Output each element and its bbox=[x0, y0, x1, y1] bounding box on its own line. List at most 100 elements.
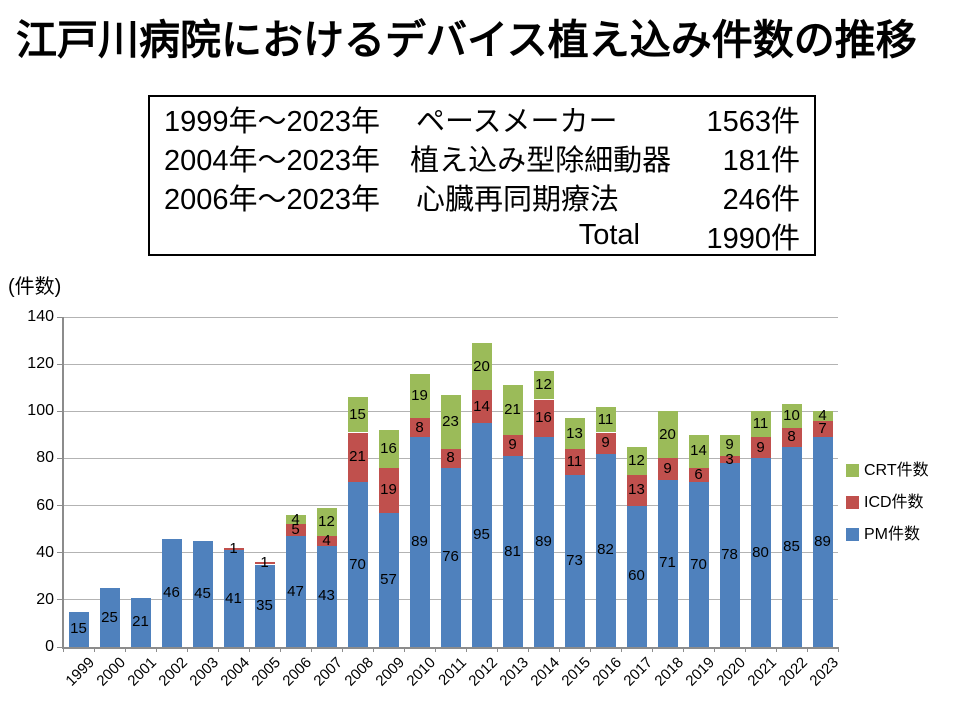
x-axis-label: 2018 bbox=[650, 654, 687, 690]
bar-data-label: 45 bbox=[194, 584, 211, 602]
summary-period: 2006年～2023年 bbox=[164, 183, 381, 216]
x-axis-tick bbox=[838, 647, 839, 652]
x-axis-tick bbox=[528, 647, 529, 652]
y-axis-tick bbox=[57, 410, 63, 412]
bar-data-label: 20 bbox=[659, 425, 676, 443]
summary-period: 2004年～2023年 bbox=[164, 144, 381, 177]
bar-data-label: 70 bbox=[349, 555, 366, 573]
bar-data-label: 16 bbox=[535, 409, 552, 427]
summary-period: 1999年～2023年 bbox=[164, 105, 381, 138]
bar-data-label: 9 bbox=[725, 436, 734, 454]
bar-data-label: 14 bbox=[690, 442, 707, 460]
summary-row-pacemaker: 1999年～2023年 ペースメーカー 1563件 bbox=[164, 99, 800, 138]
y-axis-tick bbox=[57, 457, 63, 459]
x-axis-tick bbox=[466, 647, 467, 652]
bar-data-label: 4 bbox=[322, 531, 331, 549]
x-axis-label: 2014 bbox=[526, 654, 563, 690]
x-axis-label: 2000 bbox=[92, 654, 129, 690]
legend-swatch-PM件数 bbox=[846, 528, 859, 541]
x-axis-label: 2004 bbox=[216, 654, 253, 690]
x-axis-tick bbox=[683, 647, 684, 652]
legend-label-CRT件数: CRT件数 bbox=[864, 462, 929, 479]
bar-2013-PM件数 bbox=[502, 456, 523, 647]
x-axis-label: 2019 bbox=[681, 654, 718, 690]
x-axis-tick bbox=[311, 647, 312, 652]
x-axis-tick bbox=[156, 647, 157, 652]
x-axis-label: 2020 bbox=[712, 654, 749, 690]
x-axis-label: 2009 bbox=[371, 654, 408, 690]
summary-name: Total bbox=[578, 219, 640, 251]
bar-data-label: 81 bbox=[504, 542, 521, 560]
x-axis-tick bbox=[652, 647, 653, 652]
bar-2009-CRT件数 bbox=[378, 430, 399, 468]
bar-data-label: 12 bbox=[535, 376, 552, 394]
bar-2006-CRT件数 bbox=[285, 515, 306, 525]
bar-2010-CRT件数 bbox=[409, 373, 430, 419]
y-axis-tick-label: 40 bbox=[36, 543, 54, 561]
bar-2006-ICD件数 bbox=[285, 524, 306, 537]
y-axis-tick-label: 140 bbox=[27, 308, 54, 325]
x-axis-label: 2023 bbox=[805, 654, 842, 690]
bar-data-label: 95 bbox=[473, 526, 490, 544]
x-axis-tick bbox=[621, 647, 622, 652]
bar-2015-ICD件数 bbox=[564, 449, 585, 475]
bar-data-label: 1 bbox=[229, 540, 238, 558]
bar-2012-CRT件数 bbox=[471, 342, 492, 391]
x-axis-label: 2002 bbox=[154, 654, 191, 690]
x-axis-label: 2016 bbox=[588, 654, 625, 690]
x-axis-label: 2015 bbox=[557, 654, 594, 690]
bar-2016-PM件数 bbox=[595, 453, 616, 647]
x-axis-label: 2010 bbox=[402, 654, 439, 690]
bar-data-label: 15 bbox=[70, 620, 87, 638]
y-axis-tick bbox=[57, 646, 63, 648]
bar-data-label: 9 bbox=[756, 438, 765, 456]
legend-swatch-CRT件数 bbox=[846, 464, 859, 477]
x-axis-tick bbox=[497, 647, 498, 652]
bar-data-label: 8 bbox=[446, 449, 455, 467]
bar-data-label: 46 bbox=[163, 583, 180, 601]
x-axis-line bbox=[62, 647, 838, 649]
y-axis-tick bbox=[57, 599, 63, 601]
bar-2014-PM件数 bbox=[533, 437, 554, 647]
bar-data-label: 3 bbox=[725, 450, 734, 468]
summary-row-total: Total 1990件 bbox=[164, 216, 800, 255]
bar-data-label: 73 bbox=[566, 551, 583, 569]
x-axis-tick bbox=[373, 647, 374, 652]
summary-count: 246件 bbox=[722, 183, 800, 216]
bar-data-label: 8 bbox=[787, 428, 796, 446]
bar-2009-PM件数 bbox=[378, 512, 399, 647]
bar-data-label: 20 bbox=[473, 357, 490, 375]
legend-label-ICD件数: ICD件数 bbox=[864, 494, 924, 511]
bar-2020-CRT件数 bbox=[719, 434, 740, 457]
bar-data-label: 25 bbox=[101, 608, 118, 626]
bar-data-label: 21 bbox=[349, 448, 366, 466]
summary-row-icd: 2004年～2023年 植え込み型除細動器 181件 bbox=[164, 138, 800, 177]
bar-data-label: 13 bbox=[628, 481, 645, 499]
summary-count: 181件 bbox=[722, 144, 800, 177]
bar-data-label: 16 bbox=[380, 440, 397, 457]
bar-2006-PM件数 bbox=[285, 536, 306, 647]
bar-2010-PM件数 bbox=[409, 437, 430, 647]
bar-data-label: 11 bbox=[566, 452, 583, 470]
bar-data-label: 89 bbox=[814, 533, 831, 551]
bar-data-label: 9 bbox=[663, 460, 672, 478]
bar-data-label: 89 bbox=[411, 533, 428, 551]
x-axis-label: 2001 bbox=[123, 654, 160, 690]
bar-2005-ICD件数 bbox=[254, 562, 275, 565]
summary-count: 1990件 bbox=[706, 222, 800, 255]
bar-2018-CRT件数 bbox=[657, 411, 678, 459]
legend-label-PM件数: PM件数 bbox=[864, 526, 921, 543]
bar-2001-PM件数 bbox=[130, 597, 151, 647]
bar-2016-CRT件数 bbox=[595, 406, 616, 433]
bar-data-label: 12 bbox=[318, 513, 335, 531]
summary-name: ペースメーカー bbox=[416, 105, 618, 138]
bar-2008-ICD件数 bbox=[347, 432, 368, 482]
bar-2023-ICD件数 bbox=[812, 420, 833, 438]
bar-data-label: 43 bbox=[318, 587, 335, 605]
bar-data-label: 4 bbox=[291, 510, 300, 528]
bar-data-label: 9 bbox=[508, 436, 517, 454]
bar-2004-PM件数 bbox=[223, 550, 244, 647]
bar-2014-ICD件数 bbox=[533, 399, 554, 438]
page-title: 江戸川病院におけるデバイス植え込み件数の推移 bbox=[16, 17, 917, 63]
bar-2016-ICD件数 bbox=[595, 432, 616, 454]
